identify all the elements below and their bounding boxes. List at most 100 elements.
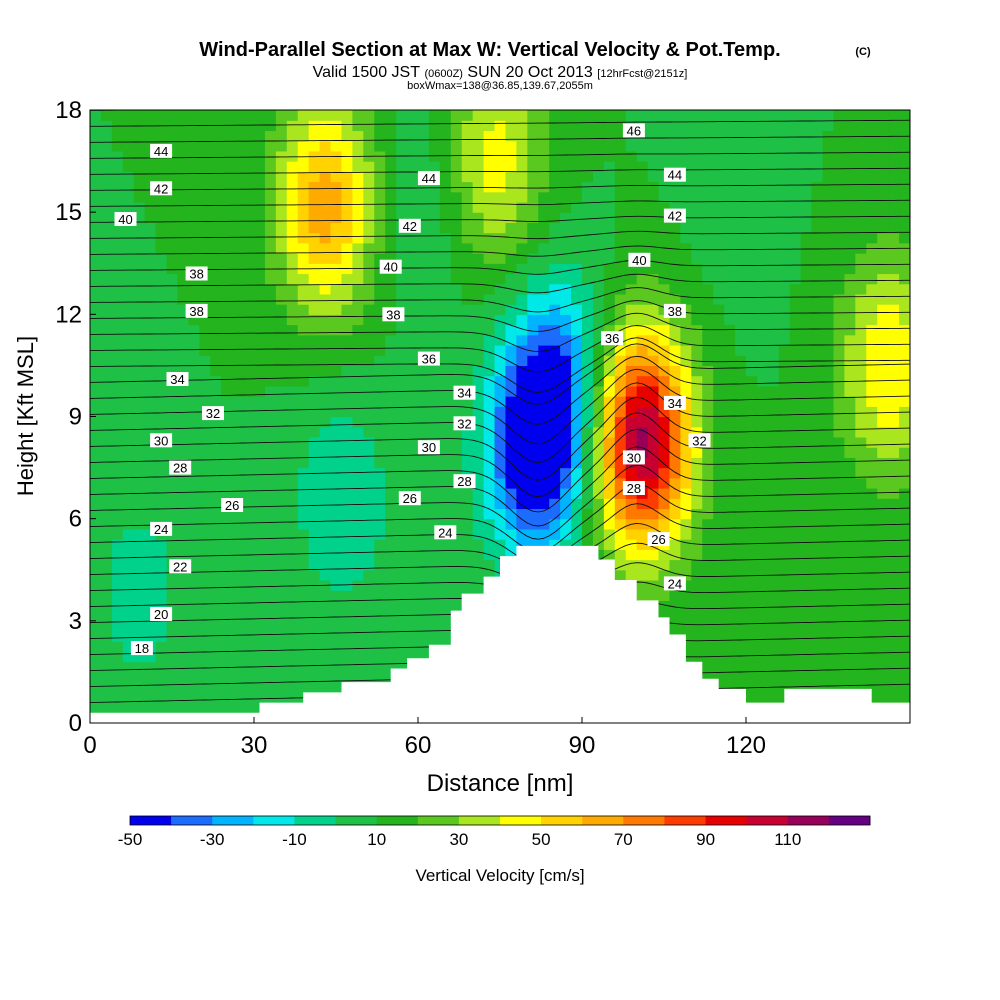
vv-cell	[811, 508, 824, 520]
vv-cell	[800, 651, 813, 663]
vv-cell	[177, 344, 189, 356]
vv-cell	[669, 559, 681, 571]
vv-cell	[888, 426, 900, 438]
vv-cell	[286, 191, 299, 203]
vv-cell	[669, 508, 681, 520]
vv-cell	[308, 569, 321, 581]
vv-cell	[844, 651, 856, 663]
vv-cell	[713, 110, 725, 121]
vv-cell	[756, 518, 769, 530]
vv-cell	[352, 549, 364, 561]
vv-cell	[756, 508, 769, 520]
vv-cell	[844, 477, 856, 489]
vv-cell	[691, 344, 703, 356]
vv-cell	[625, 212, 638, 223]
vv-cell	[767, 385, 780, 397]
vv-cell	[319, 682, 332, 693]
vv-cell	[855, 600, 867, 612]
vv-cell	[254, 140, 266, 152]
vv-cell	[647, 273, 660, 285]
vv-cell	[286, 477, 299, 489]
vv-cell	[702, 590, 714, 601]
vv-cell	[199, 150, 211, 162]
vv-cell	[199, 314, 211, 326]
vv-cell	[396, 201, 408, 213]
vv-cell	[571, 385, 583, 397]
vv-cell	[90, 150, 102, 162]
vv-cell	[188, 324, 200, 336]
vv-cell	[494, 457, 507, 469]
vv-cell	[724, 518, 736, 530]
vv-cell	[789, 508, 802, 520]
vv-cell	[789, 610, 802, 622]
vv-cell	[647, 130, 660, 142]
vv-cell	[90, 171, 102, 183]
vv-cell	[221, 641, 233, 653]
vv-cell	[636, 559, 649, 571]
vv-cell	[90, 120, 102, 132]
vv-cell	[308, 304, 321, 315]
vv-cell	[210, 355, 222, 367]
vv-cell	[286, 396, 299, 407]
vv-cell	[166, 477, 179, 489]
vv-cell	[735, 610, 747, 622]
vv-cell	[308, 120, 321, 132]
vv-cell	[505, 488, 517, 499]
vv-cell	[505, 498, 517, 510]
vv-cell	[592, 253, 605, 264]
vv-cell	[450, 436, 463, 448]
vv-cell	[188, 222, 200, 234]
vv-cell	[800, 242, 813, 254]
vv-cell	[746, 406, 758, 418]
vv-cell	[428, 212, 441, 223]
vv-cell	[254, 181, 266, 193]
vv-cell	[363, 314, 375, 326]
vv-cell	[122, 518, 135, 530]
vv-cell	[735, 344, 747, 356]
vv-cell	[789, 447, 802, 458]
vv-cell	[243, 579, 255, 591]
vv-cell	[90, 610, 102, 622]
vv-cell	[352, 590, 364, 601]
vv-cell	[418, 344, 430, 356]
vv-cell	[166, 528, 179, 540]
vv-cell	[418, 651, 430, 663]
vv-cell	[516, 181, 528, 193]
vv-cell	[899, 488, 910, 499]
vv-cell	[374, 661, 386, 673]
vv-cell	[702, 396, 714, 407]
vv-cell	[232, 477, 244, 489]
vv-cell	[833, 375, 845, 387]
vv-cell	[363, 365, 375, 377]
vv-cell	[341, 161, 353, 172]
vv-cell	[877, 488, 889, 499]
vv-cell	[680, 508, 692, 520]
vv-cell	[396, 242, 408, 254]
vv-cell	[789, 201, 802, 213]
vv-cell	[592, 191, 605, 203]
vv-cell	[352, 620, 364, 632]
vv-cell	[680, 365, 692, 377]
vv-cell	[888, 569, 900, 581]
vv-cell	[658, 263, 671, 275]
vv-cell	[374, 447, 386, 458]
vv-cell	[111, 375, 124, 387]
vv-cell	[428, 620, 441, 632]
vv-cell	[822, 273, 835, 285]
vv-cell	[472, 273, 485, 285]
vv-cell	[680, 110, 692, 121]
vv-cell	[210, 334, 222, 346]
vv-cell	[155, 130, 168, 142]
vv-cell	[625, 263, 638, 275]
vv-cell	[330, 508, 343, 520]
vv-cell	[778, 161, 791, 172]
vv-cell	[177, 426, 189, 438]
vv-cell	[800, 344, 813, 356]
vv-cell	[844, 498, 856, 510]
vv-cell	[275, 191, 288, 203]
vv-cell	[592, 232, 605, 244]
contour-label: 38	[663, 303, 686, 319]
vv-cell	[811, 477, 824, 489]
vv-cell	[800, 641, 813, 653]
vv-cell	[625, 232, 638, 244]
